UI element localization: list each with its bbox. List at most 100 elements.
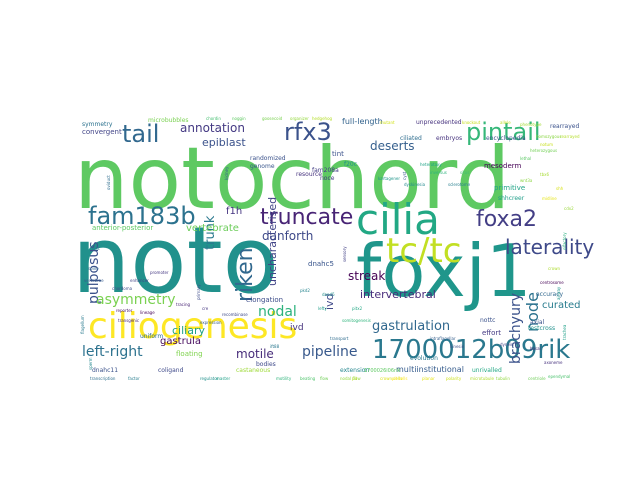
word-polarity: microtubule [470,376,495,381]
word-phenotype: homozygous [536,134,561,139]
word-brachyury: brachyury [508,293,524,364]
word-multiinstitutional: multiinstitutional [396,365,464,374]
word-coligand: coligand [158,367,184,374]
word-axoneme: dynein [500,342,514,347]
word-leftward: uncharacterised [266,197,279,286]
word-resource: resource [296,171,322,178]
word-rearrayed: rearrayed [550,123,579,130]
word-mutant: knockout [462,120,481,125]
word-unrivalled: unrivalled [472,367,502,374]
word-regulator: master [216,376,230,381]
word-shhcreer-small: rearrayed [560,134,580,139]
word-flagellum: oviduct [106,175,111,190]
word-f1h: f1h [226,206,242,217]
word-dnahc5: dnahc5 [308,260,334,268]
word-reporter: lineage [140,310,155,315]
word-embryos: embryos [436,135,462,142]
word-uniform: uniform [140,333,163,340]
word-fam183b: fam183b [88,202,196,230]
word-microbubbles: microbubbles [148,117,189,124]
word-promoter: transgenic [118,318,139,323]
word-intervertebral: intervertebral [360,288,436,301]
word-dynein: kinesin [450,344,465,349]
word-accuracy: accuracy [536,291,564,298]
word-basal: axoneme [544,360,563,365]
word-cre: recombinase [222,312,248,317]
word-centriole: ependymal [548,374,570,379]
word-centrosome: basal [530,346,541,351]
word-noto: noto [72,207,279,314]
word-ift88: pkd2 [300,288,310,293]
word-ciliary: ciliary [172,324,205,337]
word-master: motility [276,376,292,381]
word-kartagener: dyskinesia [404,182,426,187]
word-uncharacterised: gastrula [160,336,201,347]
word-tint: tint [332,150,344,158]
word-heterotaxy: kartagener [378,176,400,181]
word-pipeline: pipeline [302,344,358,360]
word-recombinase: expression [200,320,222,325]
word-genome: genome [250,163,275,170]
word-homozygous: heterozygous [530,148,557,153]
word-epiblast: epiblast [202,136,246,149]
word-nodal-flow: pit [352,376,358,381]
word-fam208a: fam208a [312,167,339,174]
word-ciliated: ciliated [400,135,422,142]
word-knockout: allele [500,120,511,125]
word-crown: centrosome [540,280,564,285]
word-chordin: noggin [232,116,246,121]
word-intraflagellar: transport [330,336,349,341]
word-shh: cdx2 [564,206,574,211]
word-motility: beating [300,376,316,381]
word-trunk: trunk [203,215,218,250]
word-rfx3: rfx3 [284,118,332,146]
word-microtubule: tubulin [496,376,510,381]
word-wnt3a: crown [548,266,560,271]
word-olfactory: trachea [562,324,567,340]
word-notum: tbx6 [540,172,549,177]
word-1700026i06rik: 1700026i06rik [364,368,400,374]
word-truncate: truncate [260,205,353,230]
word-foxj1: foxj1 [356,229,532,313]
word-ciliogenesis: ciliogenesis [88,306,297,347]
word-vertebrae: chordoma [112,286,133,291]
word-nodal: nodal [258,304,297,320]
word-pkd2: dand5 [322,292,335,297]
word-anterior-posterior: anterior-posterior [92,224,153,232]
word-somites: notum [540,142,553,147]
word-testcross: testcross [528,325,555,332]
word-noce: noce [320,175,335,182]
word-transcription: factor [128,376,140,381]
word-factor: regulator [200,376,219,381]
word-kidney: cyst [402,171,407,180]
word-transport: ift88 [270,344,280,349]
word-enhancer: promoter [150,270,169,275]
word-sperm: flagellum [80,315,85,334]
word-cilia: cilia [356,195,440,244]
word-lineage: tracing [176,302,191,307]
word-primary: sensory [342,246,347,262]
word-nottc: nottc [480,317,495,324]
word-effort: effort [482,329,501,337]
word-cyst: primary [196,284,201,300]
word-flow: nodal flow [340,376,361,381]
word-annotation: annotation [180,121,245,135]
word-dnahc11: dnahc11 [92,367,118,374]
word-1700012b09rik: 1700012b09rik [372,335,570,365]
word-extension: extension [340,367,369,374]
word-full-length: full-length [342,117,383,126]
word-left-right: left-right [82,344,143,360]
word-laterality: node [523,292,542,332]
word-castaneous: castaneous [236,367,270,374]
word-f20c: f20c [344,161,357,168]
word-motile: motile [236,347,274,361]
word-streak: streak [348,269,385,283]
word-unprecedented: unprecedented [416,119,462,126]
word-situs: inversus [430,170,447,175]
word-somitogenesis: chordin [206,116,221,121]
word-expression: transcription [90,376,116,381]
word-cdx2: midline [542,196,557,201]
word-lefty: pitx2 [352,306,363,311]
word-allele: phenotype [520,122,542,127]
